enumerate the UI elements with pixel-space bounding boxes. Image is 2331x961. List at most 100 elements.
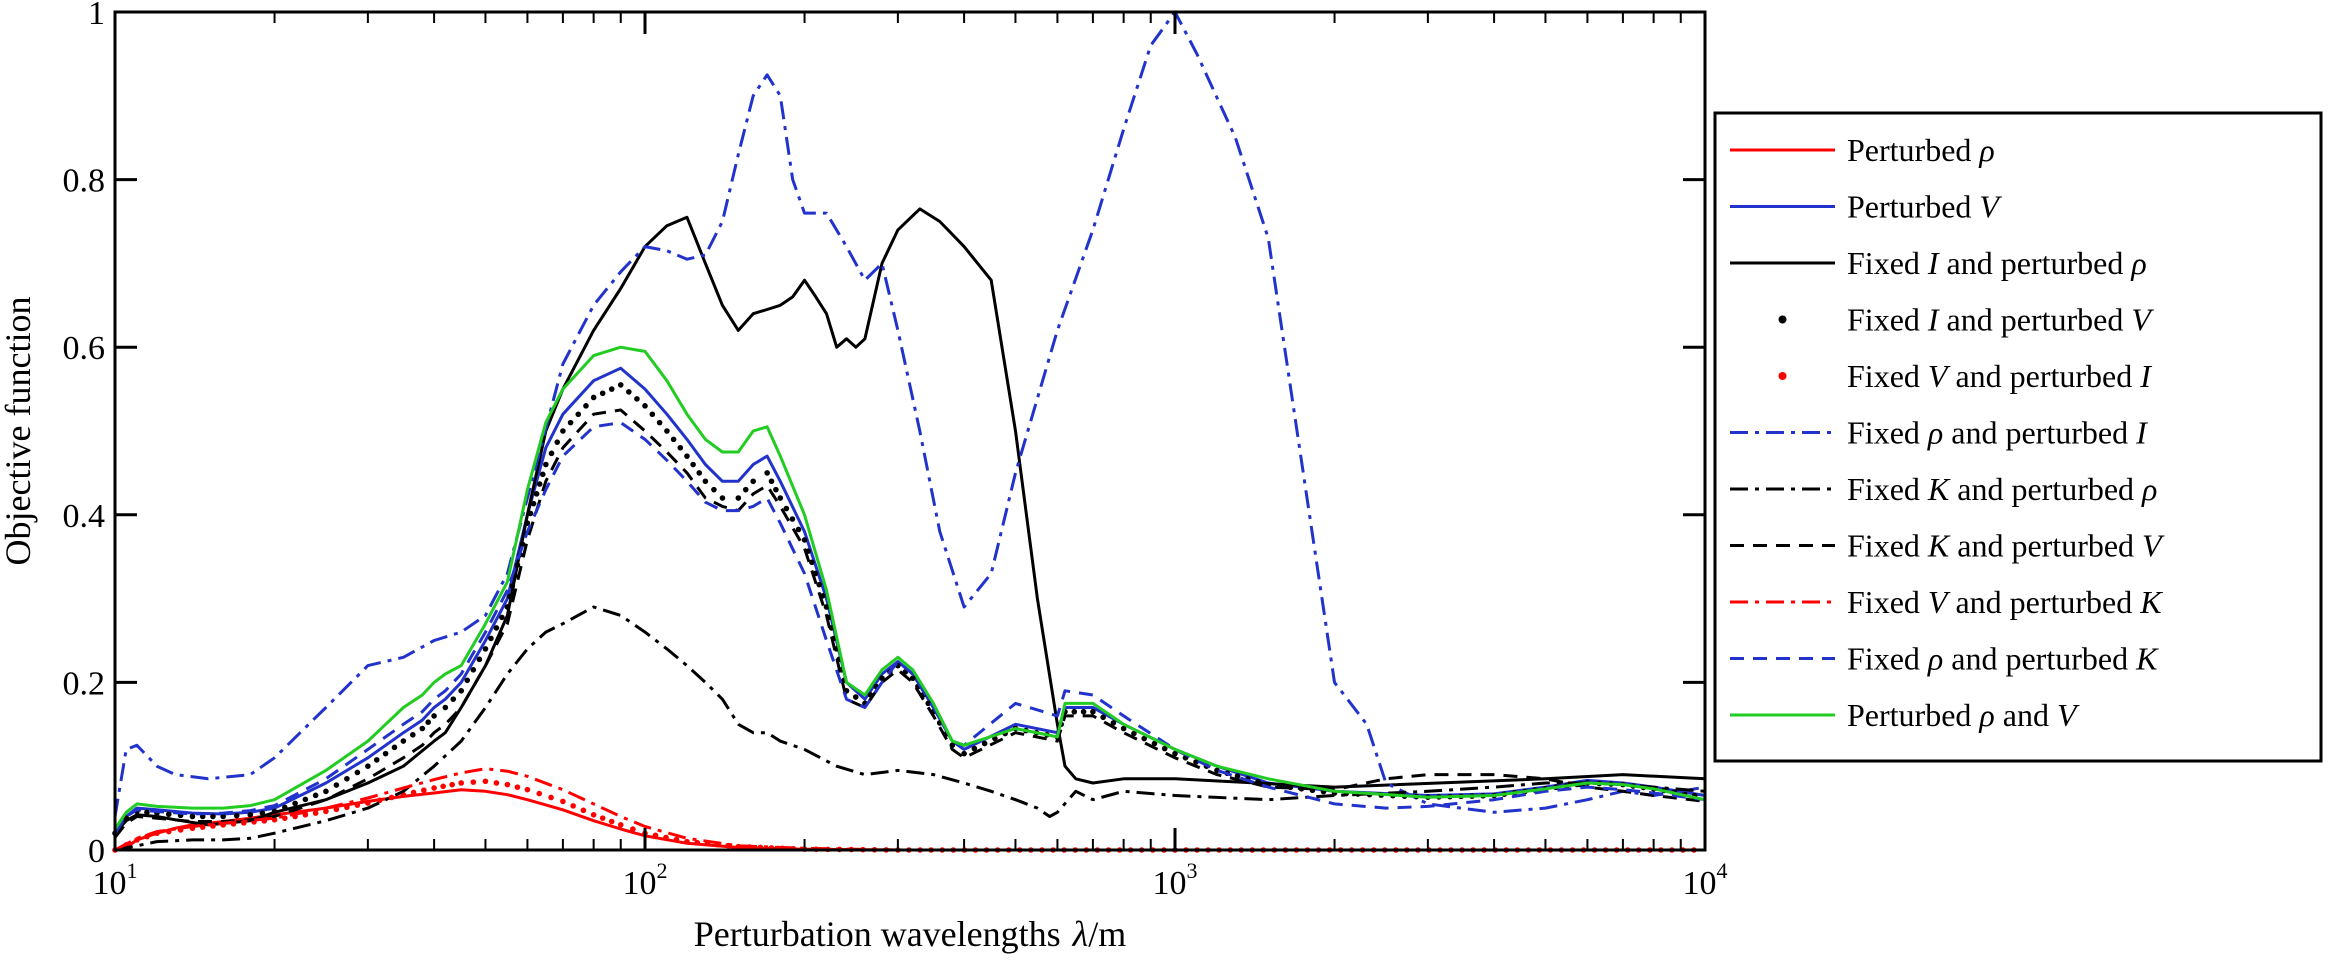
data-point [282,804,288,811]
data-point [354,802,361,808]
data-point [1080,708,1087,715]
data-point [925,700,931,707]
legend-label-part: and [1995,697,2057,733]
x-tick-label: 101 [93,858,138,902]
x-tick-exp: 4 [1717,858,1728,883]
data-point [440,783,446,790]
y-tick-label: 0.6 [63,330,106,367]
legend-label-part: and perturbed [1943,415,2136,451]
series-layer [112,10,1706,853]
data-point [823,604,830,610]
data-point [470,779,477,785]
data-point [634,396,640,402]
legend-label-part: Fixed [1847,528,1928,564]
data-point [177,827,184,833]
data-point [323,788,329,795]
data-point [617,382,624,388]
series-line [114,788,1705,852]
legend-label: Fixed V and perturbed I [1847,358,2152,394]
x-axis-label-symbol: λ [1072,914,1089,954]
data-point [735,495,742,501]
legend-label-part: Fixed [1847,302,1928,338]
data-point [282,815,288,821]
data-point [768,478,775,485]
x-axis-label-unit: /m [1088,914,1126,954]
data-point [570,803,576,809]
legend-label-part: Fixed [1847,471,1928,507]
data-point [1287,784,1294,791]
data-point [419,725,426,732]
data-point [684,838,690,845]
data-point [533,491,540,497]
data-point [1120,725,1127,732]
data-point [458,687,465,694]
data-point [165,828,172,835]
data-point [536,790,543,797]
series-line [113,207,1706,835]
series-pert_rho_v [113,345,1706,830]
data-point [442,704,449,711]
data-point [210,823,216,829]
legend-label: Perturbed ρ [1847,132,1995,168]
data-point [354,769,361,776]
data-point [696,470,703,476]
data-point [801,537,808,543]
data-point [789,516,796,522]
data-point [543,461,549,468]
legend-label-part: V [2131,302,2154,338]
legend-entry-fixI_v: Fixed I and perturbed V [1778,302,2154,338]
legend-label-part: ρ [1978,132,1994,168]
legend-label-part: I [2135,415,2148,451]
legend-label-part: ρ [1927,415,1943,451]
legend-label: Fixed V and perturbed K [1847,584,2163,620]
data-point [323,808,329,815]
data-point [599,815,606,821]
y-tick-label: 0.4 [63,498,106,535]
data-point [233,812,240,819]
legend-label-part: and perturbed [1947,584,2140,620]
data-point [344,775,350,782]
legend-label-part: K [2139,584,2163,620]
series-line [113,10,1706,817]
data-point [590,812,597,818]
y-tick-label: 0 [88,833,105,870]
data-point [165,811,172,818]
legend-label: Fixed K and perturbed V [1847,528,2165,564]
data-point [382,750,389,757]
plot-frame [113,10,1707,852]
data-point [971,745,978,752]
data-point [514,784,521,790]
data-point [642,403,648,409]
data-point [210,813,216,820]
series-line [113,408,1706,839]
legend-marker [1778,315,1787,324]
legend-marker [1778,372,1787,380]
data-point [1151,740,1158,747]
data-point [1100,714,1106,721]
data-point [560,428,566,434]
data-point [795,526,802,533]
data-point [539,471,546,478]
data-point [302,796,309,803]
data-point [344,804,350,811]
legend-entry-pert_v: Perturbed V [1730,189,2002,225]
data-point [470,667,477,673]
legend-entry-fixK_v: Fixed K and perturbed V [1730,528,2165,564]
x-tick-exp: 3 [1187,858,1198,883]
legend-label-part: Fixed [1847,358,1928,394]
data-point [664,428,670,434]
data-point [514,562,521,568]
legend-label-part: ρ [2130,245,2146,281]
legend-label: Fixed I and perturbed ρ [1847,245,2147,281]
data-point [507,593,513,600]
data-point [567,419,574,426]
data-point [560,798,566,805]
data-point [292,800,298,807]
y-tick-label: 1 [88,0,105,32]
legend-entry-fixV_I: Fixed V and perturbed I [1778,358,2152,394]
legend-entry-fixI_rho: Fixed I and perturbed ρ [1730,245,2147,281]
data-point [777,495,784,501]
data-point [271,808,278,815]
x-tick-label: 102 [623,858,668,902]
